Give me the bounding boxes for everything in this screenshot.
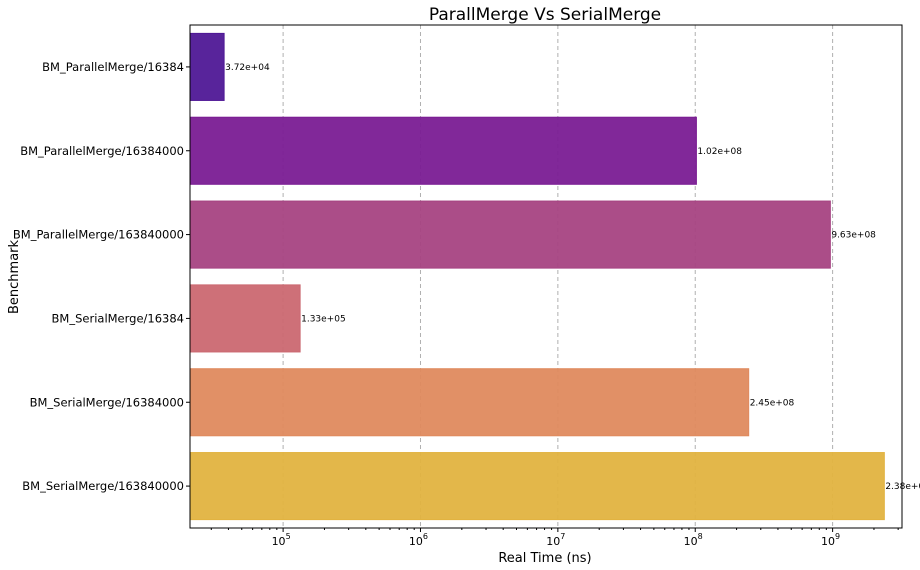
data-labels: 3.72e+04 1.02e+08 9.63e+08 1.33e+05 2.45e+08…	[225, 63, 920, 492]
data-label-1: 1.02e+08	[697, 147, 742, 157]
bar-0	[189, 32, 225, 101]
bar-4	[189, 368, 750, 437]
x-tick-label-2: 107	[546, 532, 565, 548]
x-axis-label: Real Time (ns)	[498, 551, 591, 566]
chart-title: ParallMerge Vs SerialMerge	[429, 5, 661, 25]
y-tick-label-2: BM_ParallelMerge/163840000	[13, 228, 184, 242]
data-label-2: 9.63e+08	[831, 231, 876, 241]
data-label-0: 3.72e+04	[225, 63, 270, 73]
data-label-3: 1.33e+05	[301, 314, 346, 324]
y-tick-label-4: BM_SerialMerge/16384000	[30, 395, 184, 409]
y-tick-label-3: BM_SerialMerge/16384	[52, 311, 184, 325]
y-tick-label-5: BM_SerialMerge/163840000	[22, 479, 184, 493]
bars	[189, 32, 885, 521]
bar-3	[189, 284, 301, 353]
bar-2	[189, 200, 831, 269]
y-tick-label-0: BM_ParallelMerge/16384	[42, 60, 184, 74]
data-label-5: 2.38e+09	[885, 482, 920, 492]
x-tick-label-3: 108	[684, 532, 703, 548]
x-tick-label-4: 109	[821, 532, 840, 548]
bar-1	[189, 116, 697, 185]
y-tick-labels: BM_ParallelMerge/16384 BM_ParallelMerge/1…	[13, 60, 190, 493]
data-label-4: 2.45e+08	[750, 398, 795, 408]
x-tick-label-0: 105	[272, 532, 291, 548]
x-ticks: 105 106 107 108 109	[210, 528, 899, 548]
bar-5	[189, 452, 885, 521]
x-tick-label-1: 106	[409, 532, 428, 548]
y-tick-label-1: BM_ParallelMerge/16384000	[20, 144, 184, 158]
y-axis-label: Benchmark	[7, 240, 22, 315]
plot-frame	[189, 24, 903, 529]
